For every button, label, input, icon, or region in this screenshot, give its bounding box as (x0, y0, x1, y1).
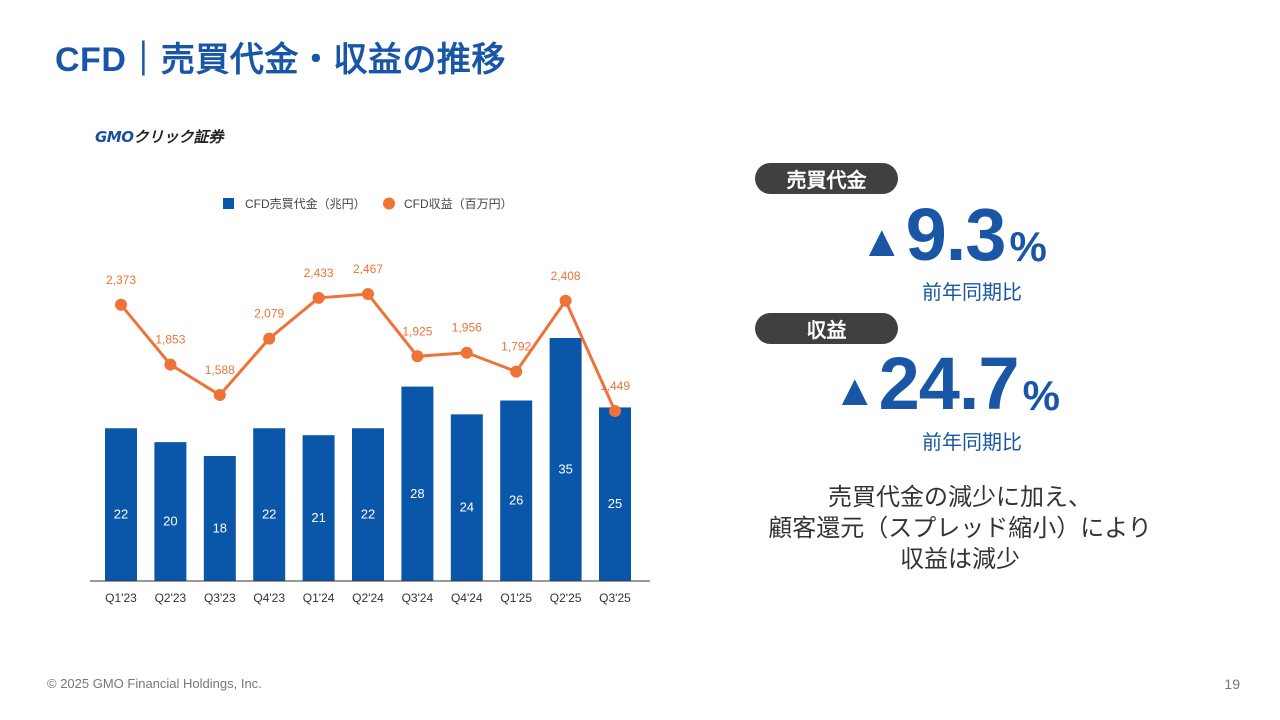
bar-value-label: 20 (163, 514, 177, 529)
x-tick-label: Q3'25 (599, 591, 631, 605)
bar-Q3'25 (599, 407, 631, 581)
x-tick-label: Q1'23 (105, 591, 137, 605)
revenue-point-Q3'23 (213, 389, 226, 402)
revenue-point-Q4'24 (460, 346, 473, 359)
bar-value-label: 22 (114, 507, 128, 522)
revenue-point-Q1'23 (115, 298, 127, 311)
page-title: CFD｜売買代金・収益の推移 (55, 41, 506, 79)
bar-value-label: 25 (608, 496, 622, 511)
bar-value-label: 22 (262, 507, 276, 522)
triangle-up-icon: ▲ (833, 366, 877, 415)
revenue-point-Q2'23 (164, 358, 177, 371)
summary-line-1: 売買代金の減少に加え、 (828, 484, 1092, 511)
revenue-value-label: 2,467 (353, 262, 383, 276)
bar-Q1'23 (105, 428, 137, 581)
revenue-point-Q4'23 (263, 332, 276, 345)
bar-Q4'24 (450, 414, 483, 581)
logo-brand-text: クリック証券 (133, 129, 224, 146)
revenue-point-Q3'25 (609, 405, 621, 417)
cfd-chart: CFD売買代金（兆円） CFD収益（百万円） 22 20 18 22 21 22 28 24 2… (90, 196, 650, 605)
x-tick-label: Q4'24 (451, 591, 483, 605)
x-tick-label: Q1'24 (303, 591, 335, 605)
revenue-point-Q1'24 (312, 291, 325, 304)
kpi-trading-sub: 前年同期比 (922, 282, 1022, 304)
revenue-value-label: 2,079 (254, 307, 284, 321)
kpi-trading-label: 売買代金 (755, 163, 898, 194)
kpi-trading-unit: % (1009, 223, 1047, 270)
x-tick-label: Q3'24 (402, 591, 434, 605)
bar-Q2'24 (352, 428, 384, 581)
bar-Q1'24 (302, 435, 335, 581)
revenue-value-label: 1,588 (205, 363, 235, 377)
chart-legend: CFD売買代金（兆円） CFD収益（百万円） (223, 196, 513, 211)
bar-Q4'23 (253, 428, 286, 581)
bar-value-label: 21 (311, 510, 325, 525)
logo-gmo-text: GMO (95, 127, 134, 146)
revenue-value-label: 1,449 (600, 379, 630, 393)
legend-label-line: CFD収益（百万円） (404, 197, 513, 211)
legend-label-bar: CFD売買代金（兆円） (245, 196, 366, 211)
bar-Q2'23 (154, 442, 187, 581)
bar-value-label: 24 (460, 500, 474, 515)
revenue-value-label: 1,925 (402, 324, 432, 338)
revenue-value-label: 2,373 (106, 273, 136, 287)
x-tick-label: Q2'25 (550, 591, 582, 605)
kpi-revenue-label: 収益 (755, 313, 898, 344)
revenue-value-label: 2,408 (551, 269, 581, 283)
x-tick-label: Q2'23 (155, 591, 187, 605)
bar-Q2'25 (549, 338, 582, 581)
bar-Q3'23 (203, 456, 236, 581)
bar-value-label: 35 (558, 462, 572, 477)
company-logo: GMO クリック証券 (95, 126, 224, 147)
bar-Q1'25 (500, 400, 533, 581)
summary-line-3: 収益は減少 (900, 546, 1020, 574)
kpi-revenue-number: 24.7 (878, 342, 1020, 425)
revenue-value-label: 1,956 (452, 321, 482, 335)
kpi-trading-number: 9.3 (905, 193, 1007, 276)
revenue-value-label: 1,792 (501, 340, 531, 354)
revenue-point-Q1'25 (510, 365, 523, 378)
summary-line-2: 顧客還元（スプレッド縮小）により (768, 515, 1152, 543)
bar-value-label: 28 (410, 486, 424, 501)
revenue-value-label: 1,853 (155, 333, 185, 347)
kpi-trading-value: ▲ 9.3 % (860, 198, 1047, 272)
bar-value-label: 18 (213, 521, 227, 536)
kpi-revenue-sub: 前年同期比 (922, 432, 1022, 454)
triangle-up-icon: ▲ (860, 217, 904, 266)
bar-value-label: 22 (361, 507, 375, 522)
x-tick-label: Q2'24 (352, 591, 384, 605)
bar-value-label: 26 (509, 493, 523, 508)
revenue-series-line (119, 292, 617, 412)
kpi-revenue-value: ▲ 24.7 % (833, 347, 1060, 421)
x-tick-label: Q4'23 (253, 591, 285, 605)
x-tick-label: Q1'25 (500, 591, 532, 605)
revenue-point-Q2'25 (559, 294, 572, 307)
kpi-revenue-unit: % (1022, 372, 1060, 419)
page-number: 19 (1224, 676, 1240, 692)
copyright: © 2025 GMO Financial Holdings, Inc. (47, 676, 262, 691)
summary-note: 売買代金の減少に加え、 顧客還元（スプレッド縮小）により 収益は減少 (720, 482, 1200, 576)
revenue-point-Q3'24 (411, 350, 424, 363)
legend-swatch-line (383, 197, 395, 210)
revenue-point-Q2'24 (362, 288, 374, 300)
revenue-value-label: 2,433 (304, 266, 334, 280)
x-tick-label: Q3'23 (204, 591, 236, 605)
legend-swatch-bar (223, 198, 234, 209)
bar-Q3'24 (401, 386, 434, 581)
